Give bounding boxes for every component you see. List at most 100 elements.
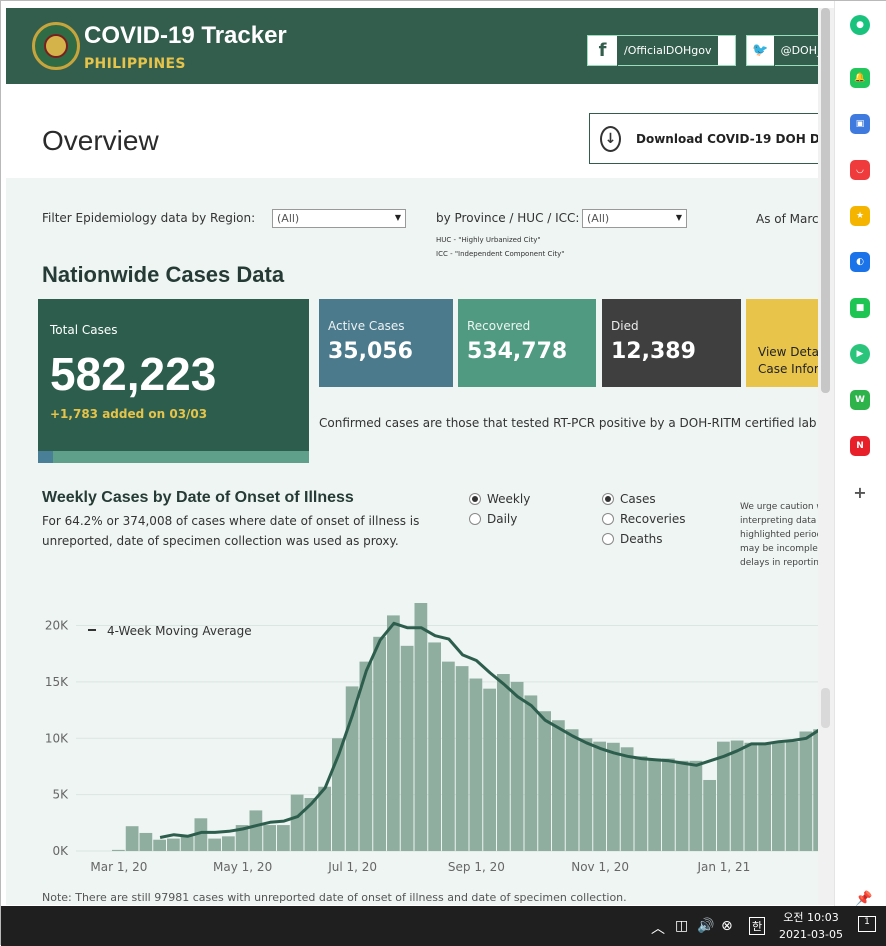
confirmed-cases-note: Confirmed cases are those that tested RT… <box>319 416 817 430</box>
recovered-label: Recovered <box>467 319 531 333</box>
pin-icon[interactable]: 📌 <box>855 891 873 907</box>
chart-bar <box>730 740 744 851</box>
active-cases-label: Active Cases <box>328 319 405 333</box>
site-subtitle: PHILIPPINES <box>84 56 186 72</box>
chart-bar <box>442 661 455 851</box>
region-filter-label: Filter Epidemiology data by Region: <box>42 211 256 225</box>
download-icon: ↓ <box>600 125 622 152</box>
weekly-cases-chart[interactable]: 0K 5K 10K 15K 20K Mar 1, 20 May 1, 20 Jul 1, 20… <box>6 593 818 888</box>
download-data-button[interactable]: ↓ Download COVID-19 DOH Da <box>589 113 829 164</box>
caution-note: We urge caution w interpreting data d hi… <box>740 500 818 570</box>
x-tick-label: Mar 1, 20 <box>90 860 147 874</box>
translate-icon[interactable]: ◐ <box>850 252 870 272</box>
caution-line: highlighted period <box>740 530 818 540</box>
x-tick-label: Sep 1, 20 <box>448 860 505 874</box>
volume-icon[interactable]: 🔊 <box>697 918 715 934</box>
y-tick-label: 15K <box>45 675 69 689</box>
status-x-icon[interactable]: ⊗ <box>721 918 733 934</box>
dashboard-panel: Filter Epidemiology data by Region: (All… <box>6 178 818 905</box>
chart-bar <box>593 741 606 851</box>
network-icon[interactable]: ◫ <box>675 918 689 934</box>
site-header: COVID-19 Tracker PHILIPPINES f /Official… <box>6 8 818 84</box>
twitter-icon: 🐦 <box>747 35 775 66</box>
bell-icon[interactable]: 🔔 <box>850 68 870 88</box>
download-label: Download COVID-19 DOH Da <box>636 131 828 146</box>
star-icon[interactable]: ★ <box>850 206 870 226</box>
y-tick-label: 5K <box>52 788 69 802</box>
radio-weekly[interactable]: Weekly <box>469 492 530 506</box>
scrollbar-thumb-secondary[interactable] <box>821 688 830 728</box>
notification-center-icon[interactable]: 1 <box>858 916 876 932</box>
chart-bar <box>565 729 579 851</box>
vertical-scrollbar[interactable] <box>818 8 834 905</box>
chart-bar <box>662 758 675 851</box>
taskbar-clock[interactable]: 오전 10:03 2021-03-05 <box>776 909 846 943</box>
radio-cases-label: Cases <box>620 492 656 506</box>
chart-bar <box>304 798 318 851</box>
radio-daily[interactable]: Daily <box>469 512 517 526</box>
view-details-line1: View Detai <box>758 345 818 359</box>
active-cases-card: Active Cases 35,056 <box>319 299 453 387</box>
y-tick-label: 20K <box>45 619 69 633</box>
died-value: 12,389 <box>611 339 696 364</box>
chart-bar <box>813 729 818 851</box>
x-tick-label: May 1, 20 <box>213 860 272 874</box>
view-details-button[interactable]: View Detai Case Inforn <box>746 299 818 387</box>
chart-bar <box>483 688 496 851</box>
recovered-card: Recovered 534,778 <box>458 299 596 387</box>
chevron-up-icon[interactable]: ︿ <box>651 921 665 937</box>
radio-dot <box>602 533 614 545</box>
clock-time: 오전 10:03 <box>783 911 839 924</box>
x-tick-label: Jan 1, 21 <box>696 860 750 874</box>
chart-bar <box>510 681 524 851</box>
chart-bar <box>689 760 703 851</box>
radio-recoveries[interactable]: Recoveries <box>602 512 686 526</box>
died-card: Died 12,389 <box>602 299 741 387</box>
cases-added: +1,783 added on 03/03 <box>50 407 208 421</box>
scrollbar-thumb[interactable] <box>821 8 830 393</box>
nationwide-cases-title: Nationwide Cases Data <box>42 262 285 287</box>
clock-date: 2021-03-05 <box>779 928 843 941</box>
briefcase-icon[interactable]: ▣ <box>850 114 870 134</box>
chart-bar <box>758 743 771 851</box>
chart-bar <box>455 666 469 851</box>
huc-note: HUC - "Highly Urbanized City" <box>436 236 541 244</box>
chart-bar <box>524 695 538 851</box>
add-app-icon[interactable]: + <box>850 482 870 502</box>
chart-bar <box>552 720 565 851</box>
radio-dot <box>602 513 614 525</box>
facebook-link[interactable]: f /OfficialDOHgov <box>587 35 736 66</box>
x-tick-label: Jul 1, 20 <box>327 860 377 874</box>
province-filter-label: by Province / HUC / ICC: <box>436 211 580 225</box>
whale-icon[interactable]: ● <box>850 15 870 35</box>
chart-bar <box>263 825 276 851</box>
ime-indicator[interactable]: 한 <box>749 917 766 935</box>
chart-bar <box>428 642 441 851</box>
chart-bar <box>497 674 510 851</box>
play-icon[interactable]: ▶ <box>850 344 870 364</box>
twitter-link[interactable]: 🐦 @DOH_ <box>746 35 818 66</box>
chart-bar <box>208 838 221 851</box>
webtoon-icon[interactable]: W <box>850 390 870 410</box>
chart-bar <box>139 832 153 851</box>
chart-bar <box>703 779 716 851</box>
province-select[interactable]: (All) <box>582 209 687 228</box>
region-select[interactable]: (All) <box>272 209 406 228</box>
chart-bar <box>579 738 593 851</box>
radio-cases[interactable]: Cases <box>602 492 656 506</box>
radio-dot <box>469 513 481 525</box>
site-title: COVID-19 Tracker <box>84 22 287 49</box>
twitter-label: @DOH_ <box>774 36 818 65</box>
now-icon[interactable]: N <box>850 436 870 456</box>
total-cases-label: Total Cases <box>50 323 118 337</box>
chart-bar <box>607 742 620 851</box>
caution-line: interpreting data d <box>740 516 818 526</box>
radio-deaths[interactable]: Deaths <box>602 532 663 546</box>
chart-bar <box>112 849 125 851</box>
chart-bar <box>744 742 758 851</box>
pocket-icon[interactable]: ◡ <box>850 160 870 180</box>
x-tick-label: Nov 1, 20 <box>571 860 629 874</box>
green-app-icon[interactable]: ■ <box>850 298 870 318</box>
recovered-value: 534,778 <box>467 339 568 364</box>
